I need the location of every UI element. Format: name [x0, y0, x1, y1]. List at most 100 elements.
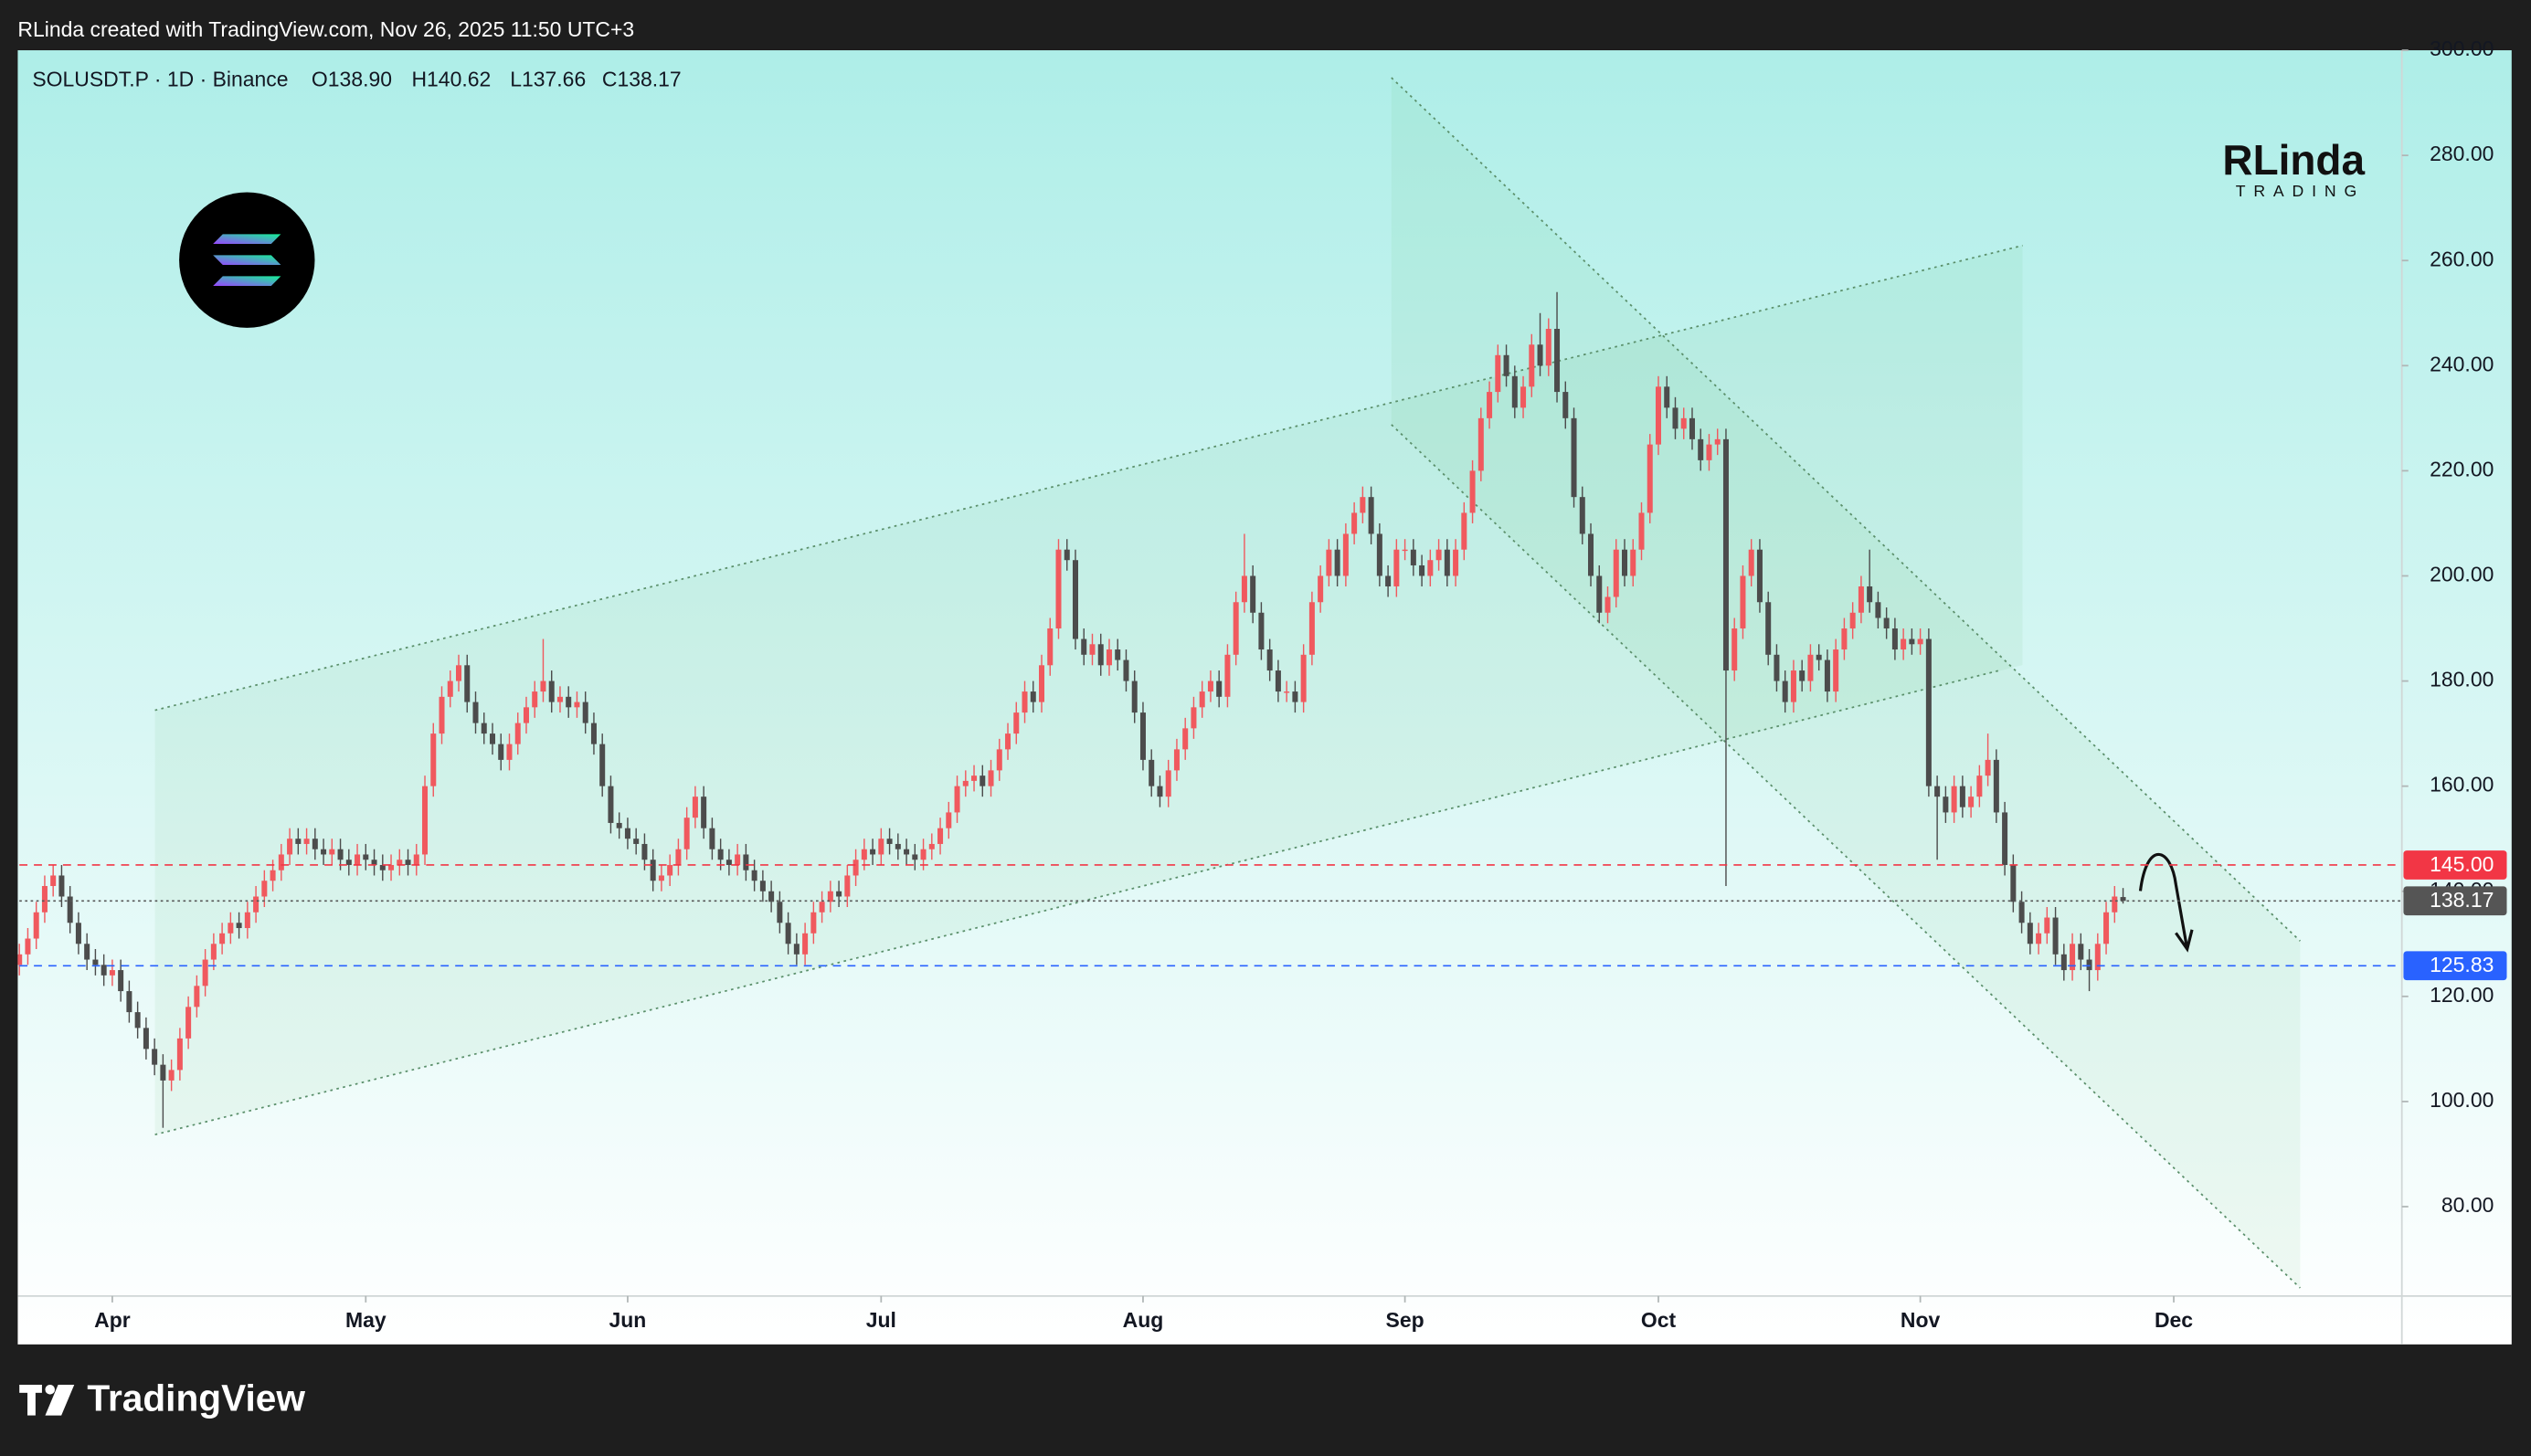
- candle-body: [599, 744, 606, 786]
- price-level-box: [2403, 886, 2507, 916]
- candle-body: [1622, 549, 1628, 576]
- candle-body: [548, 681, 555, 702]
- candle-body: [1139, 712, 1146, 760]
- candle-body: [650, 860, 656, 881]
- candle-body: [1706, 444, 1712, 460]
- candle-body: [1173, 749, 1180, 771]
- arrow: [2138, 852, 2194, 953]
- candle-body: [75, 923, 81, 944]
- candle-body: [1039, 665, 1045, 702]
- candle-body: [405, 860, 411, 865]
- candle-body: [176, 1038, 183, 1071]
- candle-body: [67, 896, 73, 923]
- candle-body: [1571, 417, 1577, 498]
- candle-body: [287, 839, 293, 855]
- candle-body: [743, 854, 749, 870]
- channel-line: [154, 669, 2002, 1136]
- candle-body: [1005, 733, 1011, 750]
- candle-body: [50, 875, 57, 886]
- candle-body: [1410, 549, 1416, 565]
- candle-body: [768, 891, 775, 902]
- candle-body: [2002, 812, 2008, 865]
- channel-line: [1391, 424, 2301, 1289]
- candle-body: [194, 986, 200, 1008]
- candle-body: [1799, 670, 1806, 681]
- candle-body: [1503, 354, 1509, 376]
- candle-body: [134, 1012, 141, 1029]
- candle-body: [1765, 602, 1772, 655]
- candle-body: [1951, 786, 1957, 813]
- candle-body: [1596, 575, 1603, 613]
- candle-body: [844, 875, 851, 897]
- candle-body: [725, 860, 732, 865]
- candle-body: [1342, 533, 1349, 576]
- candle-body: [1165, 770, 1171, 797]
- candle-body: [2010, 864, 2017, 902]
- candle-body: [988, 770, 994, 786]
- candle-body: [2094, 944, 2101, 971]
- candle-body: [1055, 549, 1062, 629]
- candle-body: [41, 885, 48, 913]
- candle-body: [1740, 575, 1746, 629]
- candle-body: [1647, 444, 1653, 513]
- candle-body: [1318, 575, 1324, 603]
- candle-body: [946, 812, 952, 828]
- candle-body: [566, 696, 572, 708]
- candle-body: [777, 902, 783, 923]
- candle-body: [1824, 659, 1830, 692]
- candle-body: [1149, 759, 1155, 786]
- candle-body: [2112, 896, 2118, 913]
- candle-body: [1529, 344, 1535, 387]
- candle-body: [616, 822, 622, 828]
- candle-body: [1714, 438, 1721, 445]
- candle-body: [270, 870, 276, 881]
- y-tick-label: 120.00: [2430, 983, 2494, 1007]
- candle-body: [1934, 786, 1941, 797]
- candle-body: [371, 860, 377, 865]
- candle-body: [1047, 628, 1054, 666]
- candle-body: [852, 860, 859, 876]
- candle-body: [827, 891, 833, 902]
- candle-body: [1833, 649, 1839, 692]
- candle-body: [514, 723, 521, 744]
- candle-body: [624, 828, 630, 839]
- candle-body: [1816, 654, 1822, 660]
- y-tick-label: 100.00: [2430, 1088, 2494, 1112]
- candle-body: [574, 702, 580, 708]
- candle-body: [1419, 564, 1425, 576]
- candle-body: [472, 702, 479, 723]
- candle-body: [1968, 797, 1975, 807]
- candle-body: [101, 965, 107, 976]
- candle-body: [667, 864, 673, 876]
- candle-body: [1993, 759, 1999, 813]
- candle-body: [1917, 638, 1923, 645]
- x-tick-label: Sep: [1386, 1308, 1424, 1332]
- candle-body: [759, 881, 766, 892]
- candle-body: [1131, 681, 1138, 713]
- footer-logo: [19, 1384, 75, 1416]
- candle-body: [1638, 512, 1645, 550]
- candle-body: [861, 849, 867, 860]
- candle-body: [219, 933, 226, 944]
- candle-body: [456, 665, 462, 681]
- candle-body: [1664, 386, 1670, 408]
- candle-body: [1790, 670, 1796, 702]
- price-level-box: [2403, 850, 2507, 880]
- header: RLinda created with TradingView.com, Nov…: [17, 17, 634, 41]
- candle-body: [928, 843, 935, 849]
- candle-body: [1782, 681, 1788, 702]
- candle-body: [312, 839, 318, 849]
- candle-body: [2060, 954, 2067, 971]
- y-tick-label: 240.00: [2430, 352, 2494, 375]
- candle-body: [556, 696, 563, 702]
- candle-body: [1469, 470, 1476, 513]
- y-tick-label: 160.00: [2430, 773, 2494, 797]
- candle-body: [2070, 944, 2076, 971]
- candle-body: [1985, 759, 1991, 776]
- x-tick-label: May: [345, 1308, 387, 1332]
- candle-body: [1849, 612, 1856, 629]
- candle-body: [641, 843, 648, 860]
- candle-body: [464, 665, 471, 702]
- candle-body: [819, 902, 825, 913]
- candle-body: [363, 854, 369, 860]
